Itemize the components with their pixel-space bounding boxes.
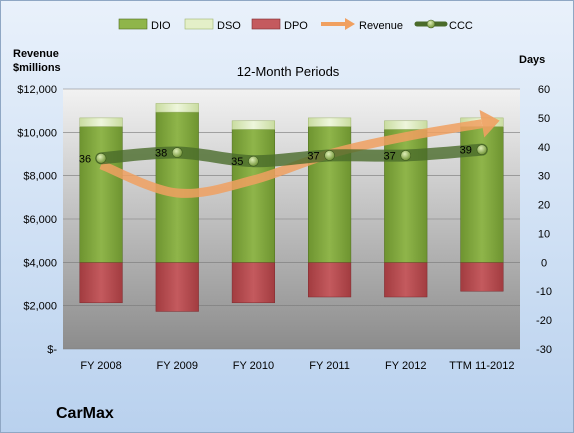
legend-label-dso: DSO <box>217 20 241 32</box>
right-tick-label: 0 <box>541 257 547 269</box>
ccc-point <box>171 147 183 158</box>
ccc-line <box>95 143 488 168</box>
dpo-bar <box>460 262 504 292</box>
bars <box>79 103 504 312</box>
dso-bar <box>308 117 352 127</box>
right-tick-label: -30 <box>536 344 552 356</box>
dio-bar <box>231 129 275 263</box>
ccc-data-label: 39 <box>460 145 472 157</box>
legend-swatch-dio <box>118 18 148 30</box>
company-name: CarMax <box>56 405 114 422</box>
ccc-point <box>476 144 488 155</box>
left-tick-label: $10,000 <box>17 127 57 139</box>
right-tick-label: 40 <box>538 142 550 154</box>
ccc-data-label: 36 <box>79 153 91 165</box>
x-tick-label: FY 2009 <box>157 360 198 372</box>
right-axis-label: Days <box>519 54 545 66</box>
legend-label-revenue: Revenue <box>359 20 403 32</box>
dpo-bar <box>384 262 428 298</box>
revenue-arrowhead <box>479 109 500 138</box>
legend-swatch-dso <box>184 18 214 30</box>
ccc-point <box>248 155 259 167</box>
ccc-point <box>95 153 107 164</box>
left-tick-label: $4,000 <box>23 257 57 269</box>
right-tick-label: 50 <box>538 113 550 125</box>
revenue-line <box>99 119 483 198</box>
ccc-data-label: 38 <box>155 148 167 160</box>
right-tick-label: -20 <box>536 315 552 327</box>
ccc-data-label: 35 <box>231 156 243 168</box>
revenue-series <box>99 109 500 198</box>
ccc-series: 36 38 35 37 37 39 <box>79 143 488 168</box>
right-tick-label: 30 <box>538 171 550 183</box>
left-tick-label: $- <box>47 344 57 356</box>
left-axis-label-line1: Revenue <box>13 48 59 60</box>
legend-swatch-ccc-dot <box>426 19 436 29</box>
dio-bar <box>79 126 123 263</box>
left-axis-label-line2: $millions <box>13 62 61 74</box>
left-tick-label: $8,000 <box>23 171 57 183</box>
dpo-bar <box>308 262 352 298</box>
ccc-data-label: 37 <box>307 150 319 162</box>
dpo-bar <box>155 262 199 312</box>
gridlines <box>63 88 520 350</box>
x-axis-ticks: FY 2008 FY 2009 FY 2010 FY 2011 FY 2012 TTM 1… <box>80 360 514 372</box>
legend-label-ccc: CCC <box>449 20 473 32</box>
ccc-data-label: 37 <box>384 150 396 162</box>
dpo-bar <box>79 262 123 304</box>
right-axis-ticks: -30 -20 -10 0 10 20 30 40 50 60 <box>536 84 552 356</box>
right-tick-label: 20 <box>538 200 550 212</box>
legend-swatch-dpo <box>251 18 281 30</box>
right-tick-label: -10 <box>536 286 552 298</box>
ccc-point <box>400 150 412 161</box>
legend-label-dio: DIO <box>151 20 171 32</box>
right-tick-label: 10 <box>538 228 550 240</box>
dso-bar <box>384 120 428 130</box>
x-tick-label: FY 2008 <box>80 360 121 372</box>
x-tick-label: FY 2011 <box>309 360 350 372</box>
x-tick-label: FY 2012 <box>385 360 426 372</box>
chart-title: 12-Month Periods <box>237 64 340 79</box>
dso-bar <box>155 103 199 113</box>
ccc-point <box>324 150 335 161</box>
legend-label-dpo: DPO <box>284 20 308 32</box>
left-tick-label: $2,000 <box>23 301 57 313</box>
chart-legend: DIO DSO DPO Revenue CCC <box>118 18 473 32</box>
dso-bar <box>79 117 123 127</box>
dpo-bar <box>231 262 275 304</box>
dso-bar <box>231 120 275 130</box>
right-tick-label: 60 <box>538 84 550 96</box>
left-axis-ticks: $- $2,000 $4,000 $6,000 $8,000 $10,000 $12,000 <box>17 84 57 356</box>
left-tick-label: $6,000 <box>23 214 57 226</box>
x-tick-label: FY 2010 <box>233 360 274 372</box>
left-tick-label: $12,000 <box>17 84 57 96</box>
legend-swatch-revenue-head <box>345 18 355 30</box>
x-tick-label: TTM 11-2012 <box>449 360 514 372</box>
